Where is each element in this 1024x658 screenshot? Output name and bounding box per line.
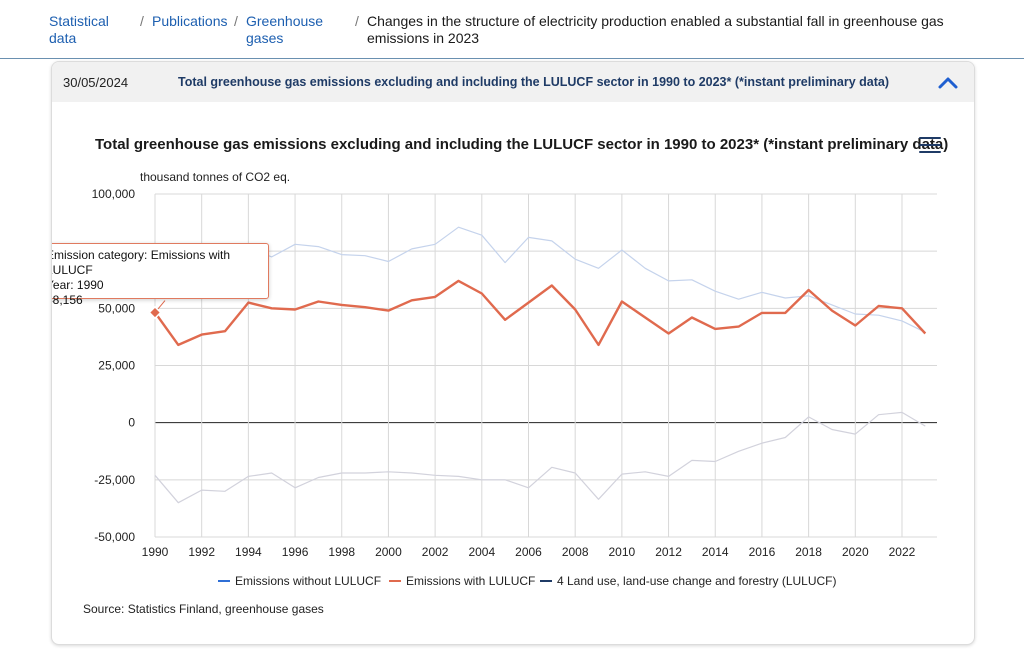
breadcrumb-separator: / (355, 13, 359, 29)
series-line-with-lulucf (154, 279, 927, 347)
x-tick-label: 2012 (655, 545, 682, 559)
x-tick-label: 1992 (188, 545, 215, 559)
breadcrumb-link-publications[interactable]: Publications (152, 13, 228, 29)
x-tick-label: 2020 (842, 545, 869, 559)
highlighted-data-point (148, 305, 162, 320)
card-header-title: Total greenhouse gas emissions excluding… (178, 75, 890, 89)
chart-title: Total greenhouse gas emissions excluding… (95, 136, 949, 153)
series-line-without-lulucf (154, 226, 926, 333)
hamburger-menu-icon[interactable] (919, 137, 941, 155)
tooltip-value: 48,156 (52, 293, 83, 307)
y-tick-label: 25,000 (98, 359, 135, 373)
x-tick-label: 2002 (422, 545, 449, 559)
line-chart: -50,000-25,000025,00050,00075,000100,000… (92, 187, 937, 559)
y-tick-label: -25,000 (94, 473, 135, 487)
x-tick-label: 1990 (142, 545, 169, 559)
breadcrumb-current-page: Changes in the structure of electricity … (367, 13, 944, 46)
y-tick-label: 50,000 (98, 301, 135, 315)
x-tick-label: 2016 (749, 545, 776, 559)
tooltip-category: Emission category: Emissions with LULUCF (52, 248, 231, 277)
figure-card: 30/05/2024 Total greenhouse gas emission… (51, 61, 975, 645)
x-tick-label: 1998 (328, 545, 355, 559)
y-tick-label: 0 (128, 416, 135, 430)
y-axis-unit-label: thousand tonnes of CO2 eq. (140, 170, 291, 184)
publication-date: 30/05/2024 (63, 75, 129, 90)
x-tick-label: 2000 (375, 545, 402, 559)
breadcrumb-link-greenhouse-gases[interactable]: Greenhouse gases (246, 13, 324, 46)
x-tick-label: 2022 (889, 545, 916, 559)
x-tick-label: 2014 (702, 545, 729, 559)
breadcrumb: Statistical data / Publications / Greenh… (0, 0, 1024, 59)
breadcrumb-separator: / (234, 13, 238, 29)
x-tick-label: 2018 (795, 545, 822, 559)
legend-item-without-lulucf[interactable]: Emissions without LULUCF (218, 574, 381, 588)
y-tick-label: 100,000 (92, 187, 136, 201)
x-tick-label: 2010 (609, 545, 636, 559)
card-header[interactable]: 30/05/2024 Total greenhouse gas emission… (52, 62, 974, 102)
series-line-lulucf (154, 411, 926, 504)
x-tick-label: 1996 (282, 545, 309, 559)
tooltip-year: Year: 1990 (51, 278, 104, 292)
breadcrumb-separator: / (140, 13, 144, 29)
x-tick-label: 2006 (515, 545, 542, 559)
legend-item-with-lulucf[interactable]: Emissions with LULUCF (389, 574, 535, 588)
x-tick-label: 1994 (235, 545, 262, 559)
legend-item-lulucf[interactable]: 4 Land use, land-use change and forestry… (540, 574, 837, 588)
chevron-up-icon[interactable] (936, 72, 960, 92)
chart-tooltip: Emission category: Emissions with LULUCF… (51, 243, 269, 307)
breadcrumb-link-statistical-data[interactable]: Statistical data (49, 13, 109, 46)
y-tick-label: -50,000 (94, 530, 135, 544)
x-tick-label: 2008 (562, 545, 589, 559)
x-tick-label: 2004 (468, 545, 495, 559)
source-note: Source: Statistics Finland, greenhouse g… (83, 602, 324, 616)
